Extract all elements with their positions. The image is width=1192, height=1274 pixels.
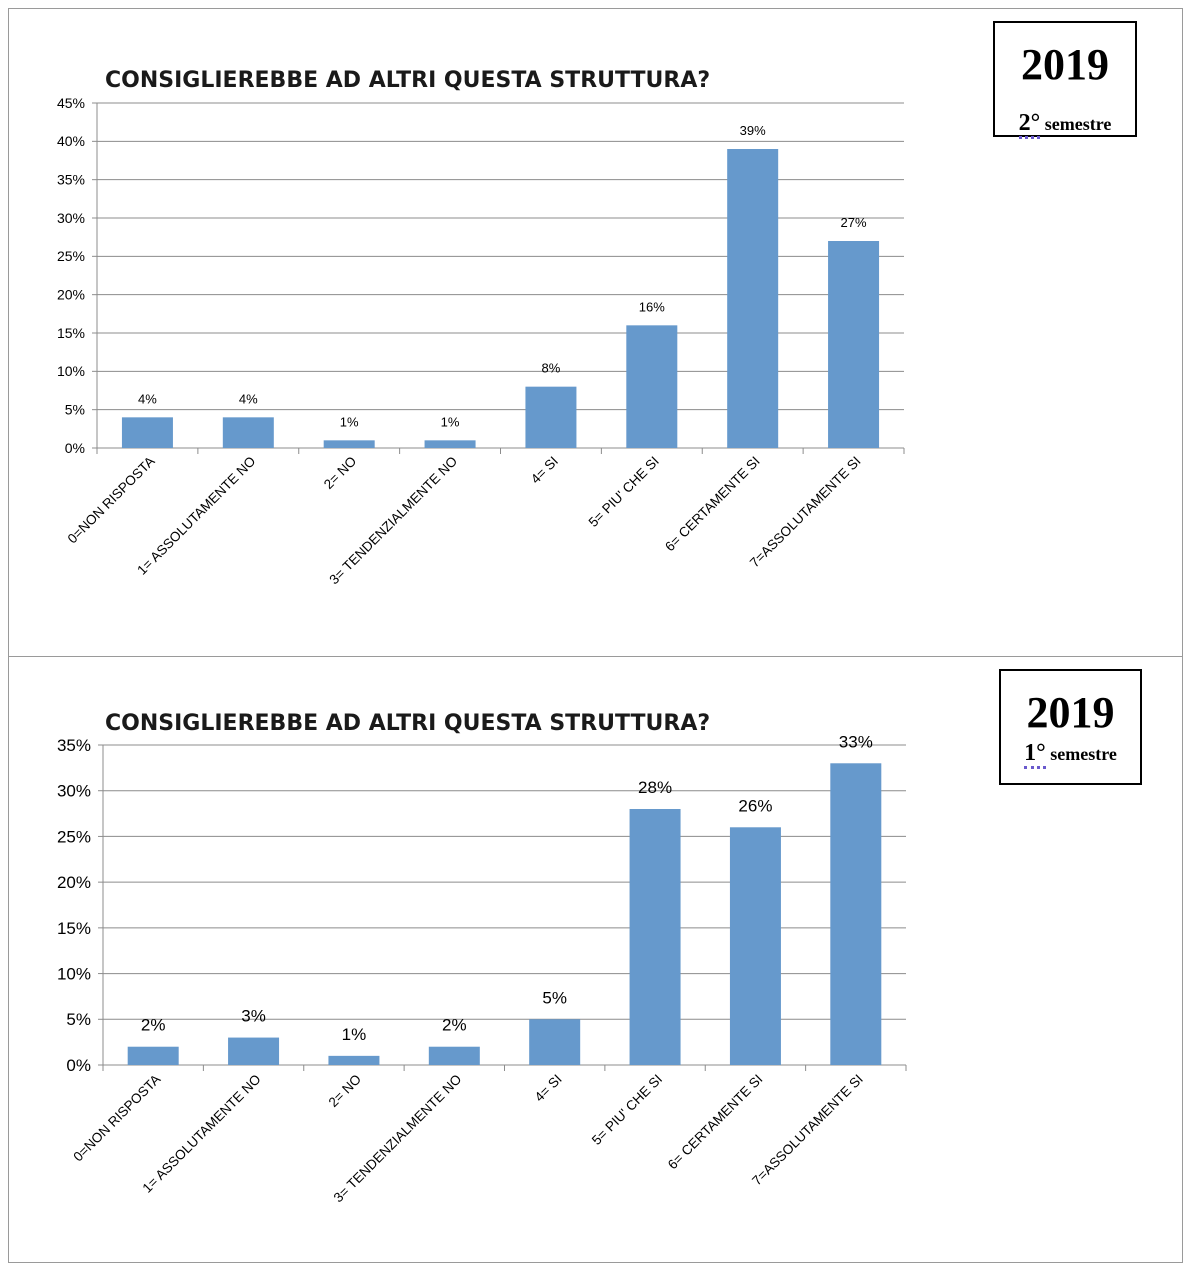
chart-2nd-y-tick-label: 30% — [57, 210, 85, 226]
chart-2nd-y-tick-label: 25% — [57, 248, 85, 264]
chart-2nd-bar — [424, 440, 476, 448]
chart-2nd-category-label: 5= PIU' CHE SI — [586, 454, 662, 530]
badge-semester-label: semestre — [1050, 744, 1117, 764]
chart-1st-y-tick-label: 15% — [57, 919, 91, 938]
chart-1st-data-label: 1% — [342, 1025, 367, 1044]
year-badge-2nd-semester: 2019 2° semestre — [993, 21, 1137, 139]
chart-2nd-category-label: 4= SI — [528, 454, 561, 487]
chart-2nd-category-label: 6= CERTAMENTE SI — [662, 454, 763, 555]
chart-1st-category-label: 4= SI — [532, 1072, 565, 1105]
chart-1st-y-tick-label: 30% — [57, 782, 91, 801]
chart-2nd-bar — [727, 149, 779, 448]
chart-1st-category-label: 1= ASSOLUTAMENTE NO — [139, 1072, 263, 1196]
chart-1st-bar — [127, 1046, 179, 1065]
chart-1st-data-label: 2% — [141, 1016, 166, 1035]
chart-1st-category-label: 2= NO — [326, 1072, 364, 1110]
chart-2nd-y-tick-label: 35% — [57, 172, 85, 188]
chart-2nd-data-label: 1% — [340, 414, 359, 429]
chart-1st-bar — [428, 1046, 480, 1065]
chart-2nd-data-label: 16% — [639, 299, 665, 314]
chart-2nd-category-label: 7=ASSOLUTAMENTE SI — [747, 454, 864, 571]
badge-ordinal: 2° — [1018, 110, 1041, 139]
chart-1st-y-tick-label: 5% — [66, 1010, 91, 1029]
chart-2nd-y-tick-label: 15% — [57, 325, 85, 341]
chart-panel-1st-semester — [8, 656, 1183, 1263]
chart-2nd-title: CONSIGLIEREBBE AD ALTRI QUESTA STRUTTURA… — [105, 68, 710, 93]
chart-2nd-category-label: 1= ASSOLUTAMENTE NO — [134, 454, 258, 578]
badge-ordinal: 1° — [1024, 740, 1046, 769]
chart-2nd-data-label: 4% — [138, 391, 157, 406]
chart-panel-2nd-semester — [8, 8, 1183, 660]
chart-1st-y-tick-label: 10% — [57, 965, 91, 984]
badge-semester: 1° semestre — [1001, 740, 1140, 769]
badge-semester-label: semestre — [1044, 114, 1112, 134]
chart-2nd-bar — [828, 241, 880, 448]
chart-2nd-y-tick-label: 5% — [65, 402, 85, 418]
chart-2nd-y-tick-label: 40% — [57, 133, 85, 149]
chart-1st-title: CONSIGLIEREBBE AD ALTRI QUESTA STRUTTURA… — [105, 711, 710, 736]
chart-2nd-data-label: 8% — [542, 361, 561, 376]
chart-2nd-data-label: 27% — [841, 215, 867, 230]
chart-1st-y-tick-label: 0% — [66, 1056, 91, 1075]
chart-1st-category-label: 5= PIU' CHE SI — [589, 1072, 665, 1148]
chart-1st-category-label: 0=NON RISPOSTA — [70, 1072, 163, 1165]
chart-2nd-bar — [121, 417, 173, 448]
chart-2nd-y-tick-label: 0% — [65, 440, 85, 456]
chart-1st-y-tick-label: 25% — [57, 827, 91, 846]
chart-2nd-category-label: 2= NO — [321, 454, 359, 492]
chart-2nd-bar — [323, 440, 375, 448]
chart-1st-data-label: 2% — [442, 1016, 467, 1035]
chart-1st-bar — [228, 1037, 280, 1065]
chart-1st-category-label: 6= CERTAMENTE SI — [665, 1072, 766, 1173]
chart-2nd-bar — [525, 386, 577, 448]
chart-1st-data-label: 5% — [542, 988, 567, 1007]
badge-year: 2019 — [1026, 688, 1115, 737]
chart-1st-y-tick-label: 20% — [57, 873, 91, 892]
chart-2nd-data-label: 1% — [441, 414, 460, 429]
chart-1st-bar — [830, 763, 882, 1065]
badge-semester: 2° semestre — [995, 110, 1135, 139]
year-badge-1st-semester: 2019 1° semestre — [999, 669, 1142, 785]
chart-2nd-y-tick-label: 20% — [57, 287, 85, 303]
chart-2nd-y-tick-label: 10% — [57, 363, 85, 379]
chart-1st-category-label: 7=ASSOLUTAMENTE SI — [749, 1072, 866, 1189]
chart-2nd-data-label: 39% — [740, 123, 766, 138]
badge-year: 2019 — [1021, 40, 1109, 89]
chart-2nd-y-tick-label: 45% — [57, 95, 85, 111]
chart-1st-bar — [729, 827, 781, 1065]
chart-1st-bar — [629, 809, 681, 1065]
chart-1st-data-label: 33% — [839, 732, 873, 751]
chart-1st-bar — [529, 1019, 581, 1065]
chart-1st-y-tick-label: 35% — [57, 736, 91, 755]
chart-2nd-category-label: 0=NON RISPOSTA — [65, 454, 158, 547]
chart-1st-data-label: 3% — [241, 1007, 266, 1026]
chart-2nd-bar — [626, 325, 678, 448]
chart-1st-data-label: 26% — [738, 796, 772, 815]
chart-1st-bar — [328, 1055, 380, 1065]
chart-2nd-bar — [222, 417, 274, 448]
chart-1st-data-label: 28% — [638, 778, 672, 797]
chart-2nd-data-label: 4% — [239, 391, 258, 406]
